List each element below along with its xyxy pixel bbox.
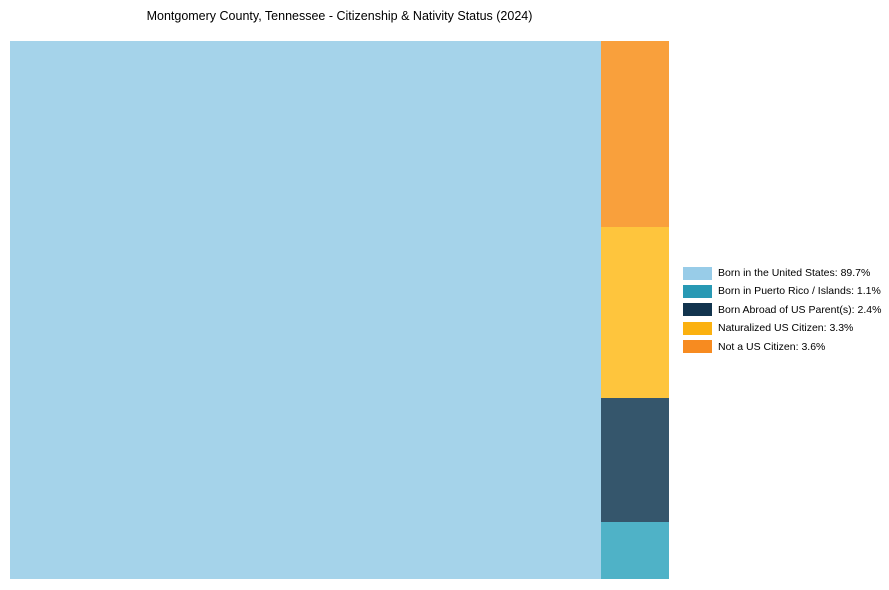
legend-swatch-not-citizen: [683, 340, 712, 354]
legend-label-pr-islands-born: Born in Puerto Rico / Islands: 1.1%: [718, 285, 881, 298]
legend-label-naturalized: Naturalized US Citizen: 3.3%: [718, 322, 854, 335]
legend-row-us-born: Born in the United States: 89.7%: [683, 264, 881, 282]
legend-row-pr-islands-born: Born in Puerto Rico / Islands: 1.1%: [683, 282, 881, 300]
chart-title: Montgomery County, Tennessee - Citizensh…: [146, 9, 533, 23]
legend-label-abroad-us-parents: Born Abroad of US Parent(s): 2.4%: [718, 303, 882, 316]
legend-swatch-naturalized: [683, 321, 712, 335]
legend-swatch-pr-islands-born: [683, 285, 712, 299]
legend-label-not-citizen: Not a US Citizen: 3.6%: [718, 340, 826, 353]
legend-row-naturalized: Naturalized US Citizen: 3.3%: [683, 319, 881, 337]
treemap-tile-naturalized: [600, 227, 669, 398]
treemap-tile-abroad-us-parents: [600, 397, 669, 523]
legend-label-us-born: Born in the United States: 89.7%: [718, 266, 871, 279]
legend-row-abroad-us-parents: Born Abroad of US Parent(s): 2.4%: [683, 301, 881, 319]
legend-row-not-citizen: Not a US Citizen: 3.6%: [683, 338, 881, 356]
legend-swatch-abroad-us-parents: [683, 303, 712, 317]
legend: Born in the United States: 89.7% Born in …: [683, 264, 881, 356]
treemap-tile-not-citizen: [600, 41, 669, 228]
treemap-tile-pr-islands-born: [600, 522, 669, 579]
legend-swatch-us-born: [683, 266, 712, 280]
treemap-tile-us-born: [10, 41, 601, 579]
treemap-plot: [10, 41, 669, 579]
